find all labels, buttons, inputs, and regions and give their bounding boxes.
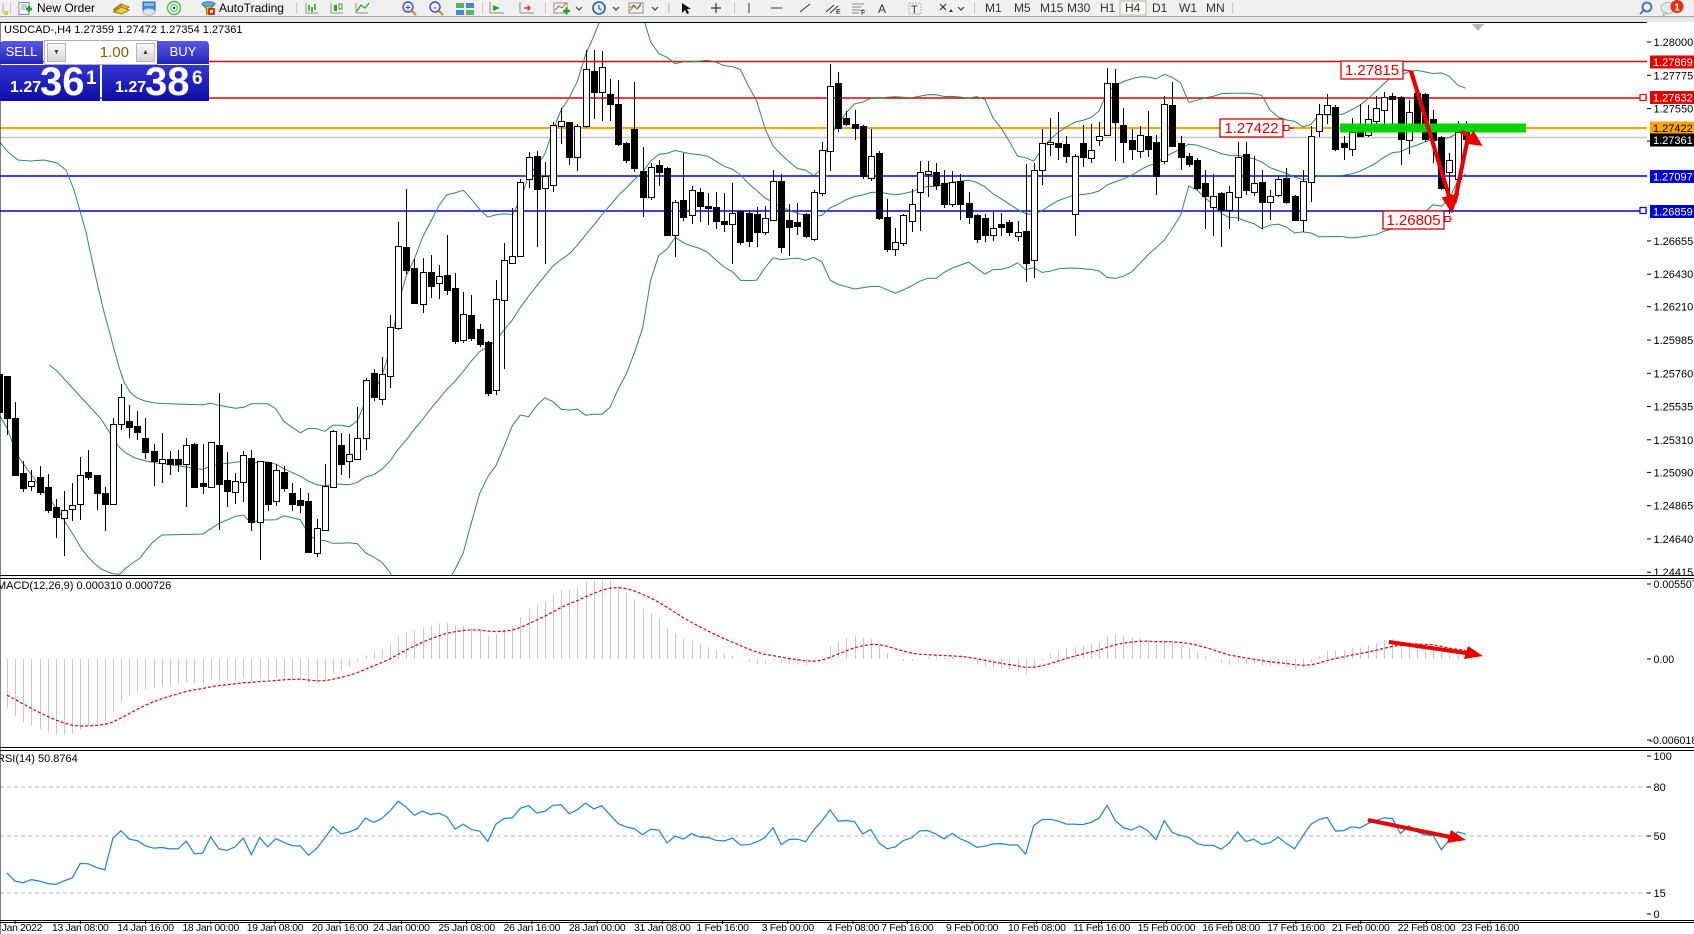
svg-text:W1: W1: [1179, 1, 1197, 15]
svg-text:11 Feb 16:00: 11 Feb 16:00: [1073, 923, 1130, 934]
svg-text:7 Feb 16:00: 7 Feb 16:00: [881, 923, 934, 934]
svg-text:1.26655: 1.26655: [1654, 236, 1694, 248]
svg-text:+: +: [405, 3, 410, 13]
svg-text:3 Feb 00:00: 3 Feb 00:00: [762, 923, 815, 934]
svg-text:1.25535: 1.25535: [1654, 402, 1694, 414]
svg-text:MN: MN: [1206, 1, 1225, 15]
svg-text:12 Jan 2022: 12 Jan 2022: [0, 923, 43, 934]
svg-text:20 Jan 16:00: 20 Jan 16:00: [312, 923, 369, 934]
svg-text:23 Feb 16:00: 23 Feb 16:00: [1461, 923, 1519, 934]
svg-text:1.27361: 1.27361: [1653, 135, 1693, 147]
svg-text:1.27550: 1.27550: [1654, 104, 1694, 116]
svg-text:0: 0: [1654, 909, 1660, 921]
svg-text:13 Jan 08:00: 13 Jan 08:00: [52, 923, 109, 934]
svg-text:1.25310: 1.25310: [1654, 435, 1694, 447]
svg-text:25 Jan 08:00: 25 Jan 08:00: [438, 923, 495, 934]
svg-text:1.27422: 1.27422: [1224, 120, 1278, 137]
svg-text:1.24640: 1.24640: [1654, 534, 1694, 546]
svg-text:MACD(12,26,9) 0.000310 0.00072: MACD(12,26,9) 0.000310 0.000726: [0, 580, 171, 592]
svg-text:100: 100: [1654, 751, 1672, 763]
svg-text:19 Jan 08:00: 19 Jan 08:00: [247, 923, 304, 934]
svg-text:1.27869: 1.27869: [1653, 57, 1693, 69]
svg-text:1.25985: 1.25985: [1654, 335, 1694, 347]
svg-text:E: E: [836, 9, 841, 16]
svg-text:F: F: [861, 10, 865, 17]
svg-text:15: 15: [1654, 888, 1666, 900]
svg-text:1.27775: 1.27775: [1654, 70, 1694, 82]
svg-text:1.27422: 1.27422: [1653, 123, 1693, 135]
svg-text:M5: M5: [1014, 1, 1031, 15]
svg-text:1.26859: 1.26859: [1653, 207, 1693, 219]
svg-text:1: 1: [1674, 3, 1680, 14]
svg-text:1.28000: 1.28000: [1654, 37, 1694, 49]
svg-text:1.25090: 1.25090: [1654, 467, 1694, 479]
svg-text:1.25760: 1.25760: [1654, 368, 1694, 380]
svg-text:21 Feb 00:00: 21 Feb 00:00: [1332, 923, 1390, 934]
svg-text:15 Feb 00:00: 15 Feb 00:00: [1138, 923, 1196, 934]
svg-text:USDCAD-,H4 1.27359 1.27472 1.: USDCAD-,H4 1.27359 1.27472 1.27354 1.273…: [4, 24, 243, 36]
svg-text:M30: M30: [1067, 1, 1091, 15]
svg-text:RSI(14) 50.8764: RSI(14) 50.8764: [0, 753, 78, 765]
svg-text:1.26430: 1.26430: [1654, 269, 1694, 281]
svg-text:-0.006018: -0.006018: [1650, 735, 1694, 747]
svg-text:18 Jan 00:00: 18 Jan 00:00: [182, 923, 239, 934]
svg-text:T: T: [911, 4, 918, 16]
svg-text:1.26210: 1.26210: [1654, 302, 1694, 314]
svg-text:0.00: 0.00: [1654, 654, 1675, 666]
svg-text:1.24865: 1.24865: [1654, 501, 1694, 513]
svg-text:1.27097: 1.27097: [1653, 172, 1693, 184]
svg-text:4 Feb 08:00: 4 Feb 08:00: [827, 923, 880, 934]
svg-text:80: 80: [1654, 782, 1666, 794]
svg-text:0.005507: 0.005507: [1654, 579, 1694, 591]
svg-text:M1: M1: [985, 1, 1002, 15]
svg-text:16 Feb 08:00: 16 Feb 08:00: [1202, 923, 1260, 934]
svg-text:24 Jan 00:00: 24 Jan 00:00: [373, 923, 430, 934]
svg-text:M15: M15: [1040, 1, 1064, 15]
svg-text:New Order: New Order: [37, 1, 95, 15]
svg-text:H1: H1: [1100, 1, 1116, 15]
svg-text:D1: D1: [1152, 1, 1168, 15]
svg-text:1.24415: 1.24415: [1654, 567, 1694, 579]
svg-text:14 Jan 16:00: 14 Jan 16:00: [117, 923, 174, 934]
svg-text:-: -: [434, 3, 437, 13]
svg-text:1 Feb 16:00: 1 Feb 16:00: [696, 923, 749, 934]
svg-text:1.27632: 1.27632: [1653, 93, 1693, 105]
svg-text:28 Jan 00:00: 28 Jan 00:00: [569, 923, 626, 934]
svg-text:50: 50: [1654, 831, 1666, 843]
svg-text:22 Feb 08:00: 22 Feb 08:00: [1398, 923, 1456, 934]
svg-text:H4: H4: [1125, 1, 1141, 15]
svg-text:A: A: [878, 2, 886, 16]
svg-text:1.27815: 1.27815: [1345, 62, 1399, 79]
svg-text:10 Feb 08:00: 10 Feb 08:00: [1008, 923, 1066, 934]
svg-text:17 Feb 16:00: 17 Feb 16:00: [1267, 923, 1325, 934]
svg-text:31 Jan 08:00: 31 Jan 08:00: [634, 923, 691, 934]
svg-text:AutoTrading: AutoTrading: [219, 1, 284, 15]
svg-text:26 Jan 16:00: 26 Jan 16:00: [504, 923, 561, 934]
svg-text:9 Feb 00:00: 9 Feb 00:00: [946, 923, 999, 934]
svg-text:1.26805: 1.26805: [1386, 212, 1440, 229]
